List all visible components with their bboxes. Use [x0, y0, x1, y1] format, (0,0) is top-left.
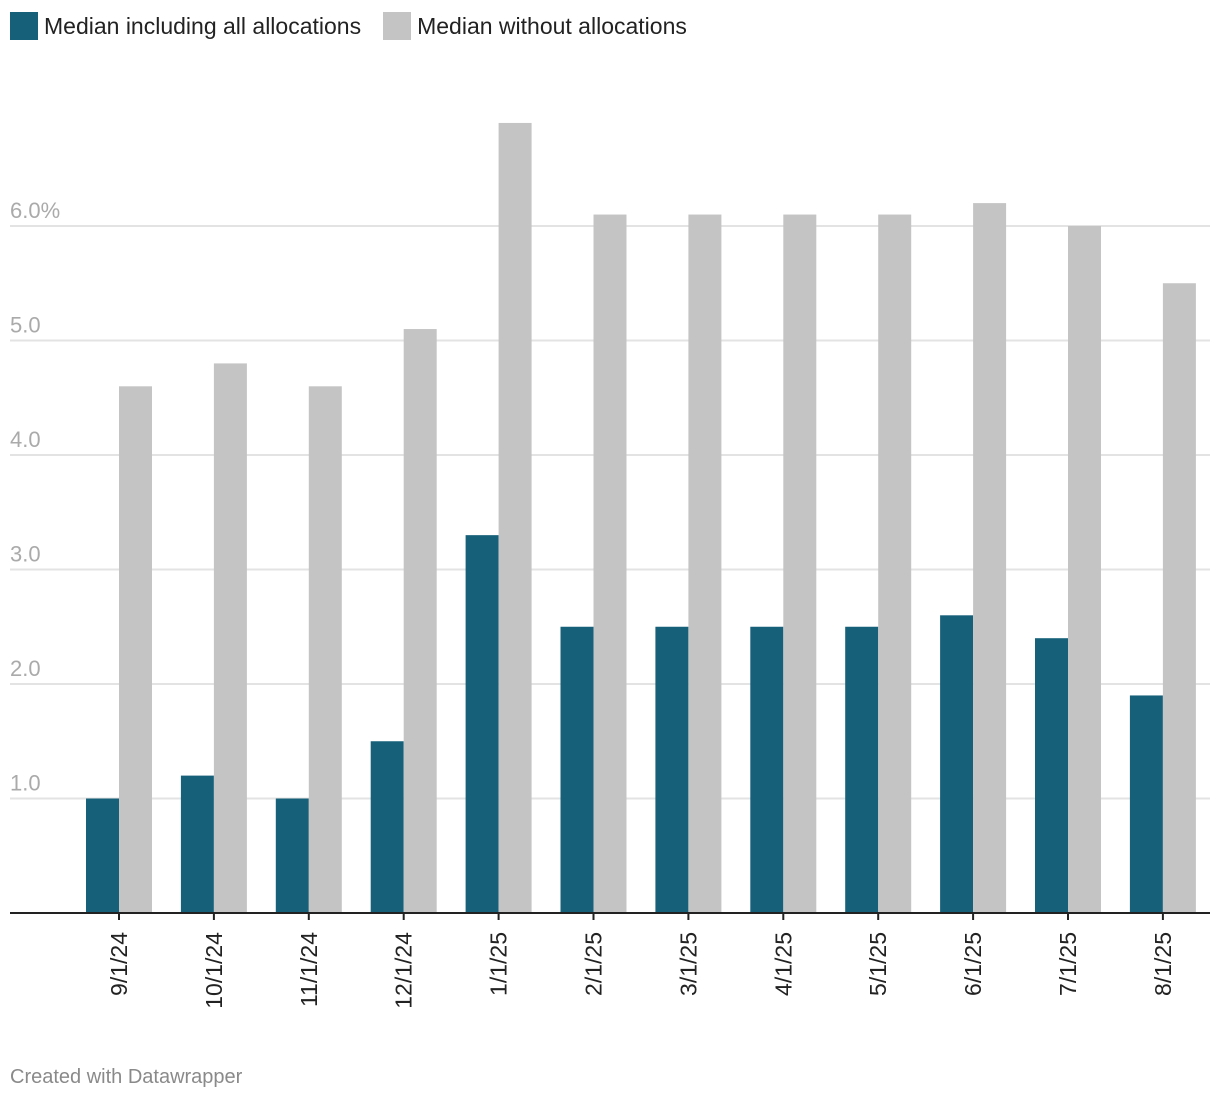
legend-swatch-without: [383, 12, 412, 40]
x-tick-label: 1/1/25: [486, 932, 512, 996]
bar-without-allocations: [498, 122, 532, 913]
y-tick-label: 5.0: [10, 313, 41, 338]
y-tick-label: 6.0%: [10, 198, 60, 223]
bar-without-allocations: [308, 386, 342, 913]
y-tick-label: 2.0: [10, 656, 41, 681]
legend-item-including: Median including all allocations: [10, 12, 361, 40]
bar-including-allocations: [750, 626, 784, 913]
legend-label-without: Median without allocations: [417, 12, 687, 39]
y-tick-label: 4.0: [10, 427, 41, 452]
bar-including-allocations: [845, 626, 879, 913]
x-tick-label: 12/1/24: [391, 932, 417, 1009]
x-tick-label: 6/1/25: [960, 932, 986, 996]
y-tick-label: 3.0: [10, 542, 41, 567]
legend-swatch-including: [10, 12, 38, 40]
x-tick-label: 7/1/25: [1055, 932, 1081, 996]
bar-without-allocations: [1068, 226, 1101, 913]
bar-without-allocations: [783, 214, 817, 914]
bar-without-allocations: [973, 203, 1007, 914]
x-tick-label: 8/1/25: [1150, 932, 1176, 996]
bar-without-allocations: [213, 363, 247, 913]
x-tick-label: 3/1/25: [675, 932, 701, 996]
bar-without-allocations: [1162, 283, 1196, 913]
bar-without-allocations: [688, 214, 722, 914]
x-tick-label: 10/1/24: [201, 932, 227, 1009]
legend-item-without: Median without allocations: [383, 12, 687, 40]
bar-including-allocations: [1035, 638, 1068, 913]
x-tick-label: 4/1/25: [770, 932, 796, 996]
legend-label-including: Median including all allocations: [44, 12, 362, 39]
x-tick-label: 9/1/24: [106, 932, 132, 996]
chart-legend: Median including all allocations Median …: [10, 12, 709, 40]
bar-including-allocations: [465, 535, 499, 913]
bar-including-allocations: [86, 798, 119, 913]
bar-including-allocations: [275, 798, 309, 913]
bar-including-allocations: [560, 626, 594, 913]
footer-credit: Created with Datawrapper: [10, 1066, 243, 1088]
bar-without-allocations: [878, 214, 912, 914]
bar-without-allocations: [119, 386, 152, 913]
bar-including-allocations: [655, 626, 689, 913]
x-tick-label: 11/1/24: [296, 932, 322, 1007]
x-tick-label: 2/1/25: [581, 932, 607, 996]
bar-including-allocations: [370, 741, 404, 913]
y-tick-label: 1.0: [10, 771, 41, 796]
bar-without-allocations: [403, 329, 437, 913]
bar-without-allocations: [593, 214, 627, 914]
bar-including-allocations: [1129, 695, 1163, 913]
bar-including-allocations: [180, 775, 214, 913]
x-tick-label: 5/1/25: [865, 932, 891, 996]
bar-including-allocations: [940, 615, 974, 913]
